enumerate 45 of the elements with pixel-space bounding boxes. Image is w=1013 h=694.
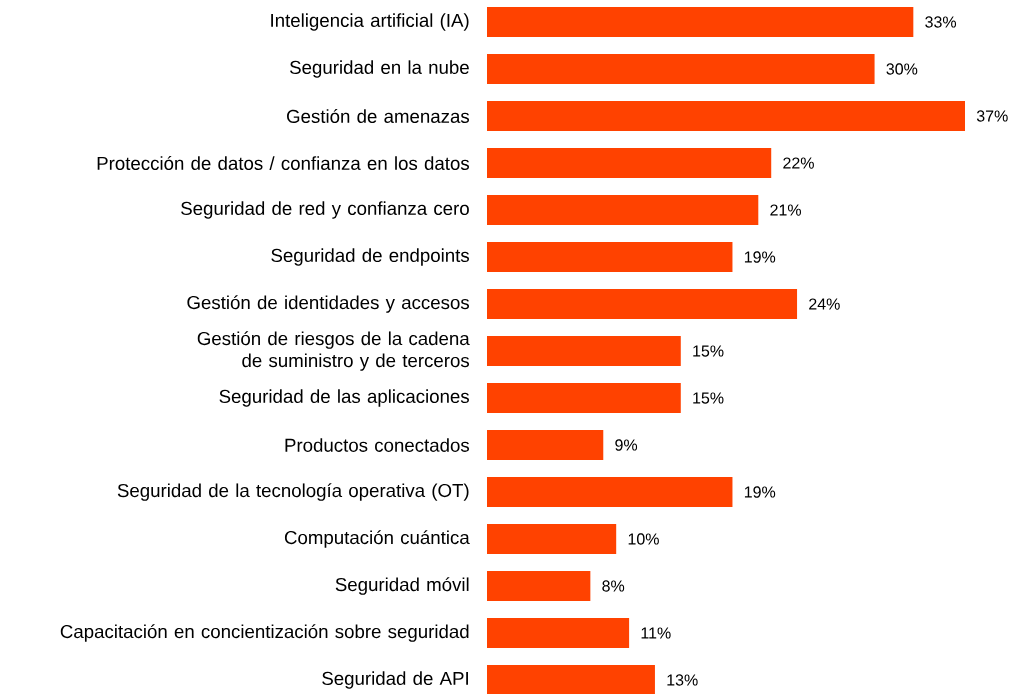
bar (487, 665, 655, 694)
data-label: 19% (744, 486, 776, 498)
data-label: 30% (886, 63, 918, 75)
y-tick-label: Gestión de identidades y accesos (187, 295, 470, 313)
bar (487, 101, 965, 132)
y-tick-label: Capacitación en concientización sobre seguridad (60, 624, 469, 642)
bar (487, 54, 875, 85)
y-tick-label: Gestión de riesgos de la cadena de suministro y de terceros (197, 331, 470, 371)
bar (487, 242, 733, 273)
bar (487, 477, 733, 508)
y-tick-label: Inteligencia artificial (IA) (271, 13, 469, 31)
y-tick-label: Computación cuántica (284, 530, 470, 548)
data-label: 37% (976, 110, 1008, 122)
y-tick-label: Protección de datos / confianza en los datos (97, 156, 469, 170)
data-label: 10% (628, 533, 659, 545)
data-label: 19% (744, 251, 776, 263)
y-tick-label: Seguridad de red y confianza cero (181, 201, 469, 219)
data-label: 15% (693, 392, 724, 404)
data-label: 8% (602, 580, 625, 592)
data-label: 9% (615, 439, 638, 451)
y-tick-label: Productos conectados (285, 438, 470, 452)
data-label: 15% (693, 345, 724, 357)
bar (487, 336, 681, 367)
y-tick-label: Seguridad en la nube (290, 60, 469, 78)
data-label: 11% (641, 627, 671, 639)
bar (487, 7, 914, 38)
bar (487, 383, 681, 414)
y-tick-label: Seguridad de API (322, 671, 468, 689)
bar (487, 289, 798, 320)
data-label: 33% (925, 16, 957, 28)
bar (487, 148, 772, 179)
y-tick-label: Seguridad de la tecnología operativa (OT) (117, 483, 469, 501)
y-tick-label: Seguridad móvil (335, 577, 469, 595)
data-label: 24% (809, 298, 840, 310)
data-label: 21% (770, 204, 802, 216)
data-label: 13% (667, 674, 698, 686)
y-tick-label: Seguridad de endpoints (271, 248, 469, 266)
bar (487, 430, 604, 461)
y-tick-label: Gestión de amenazas (287, 109, 470, 123)
bar (487, 618, 630, 649)
bar (487, 524, 617, 555)
bar (487, 195, 759, 226)
y-tick-label: Seguridad de las aplicaciones (219, 389, 469, 407)
bar (487, 571, 591, 602)
data-label: 22% (783, 157, 814, 169)
